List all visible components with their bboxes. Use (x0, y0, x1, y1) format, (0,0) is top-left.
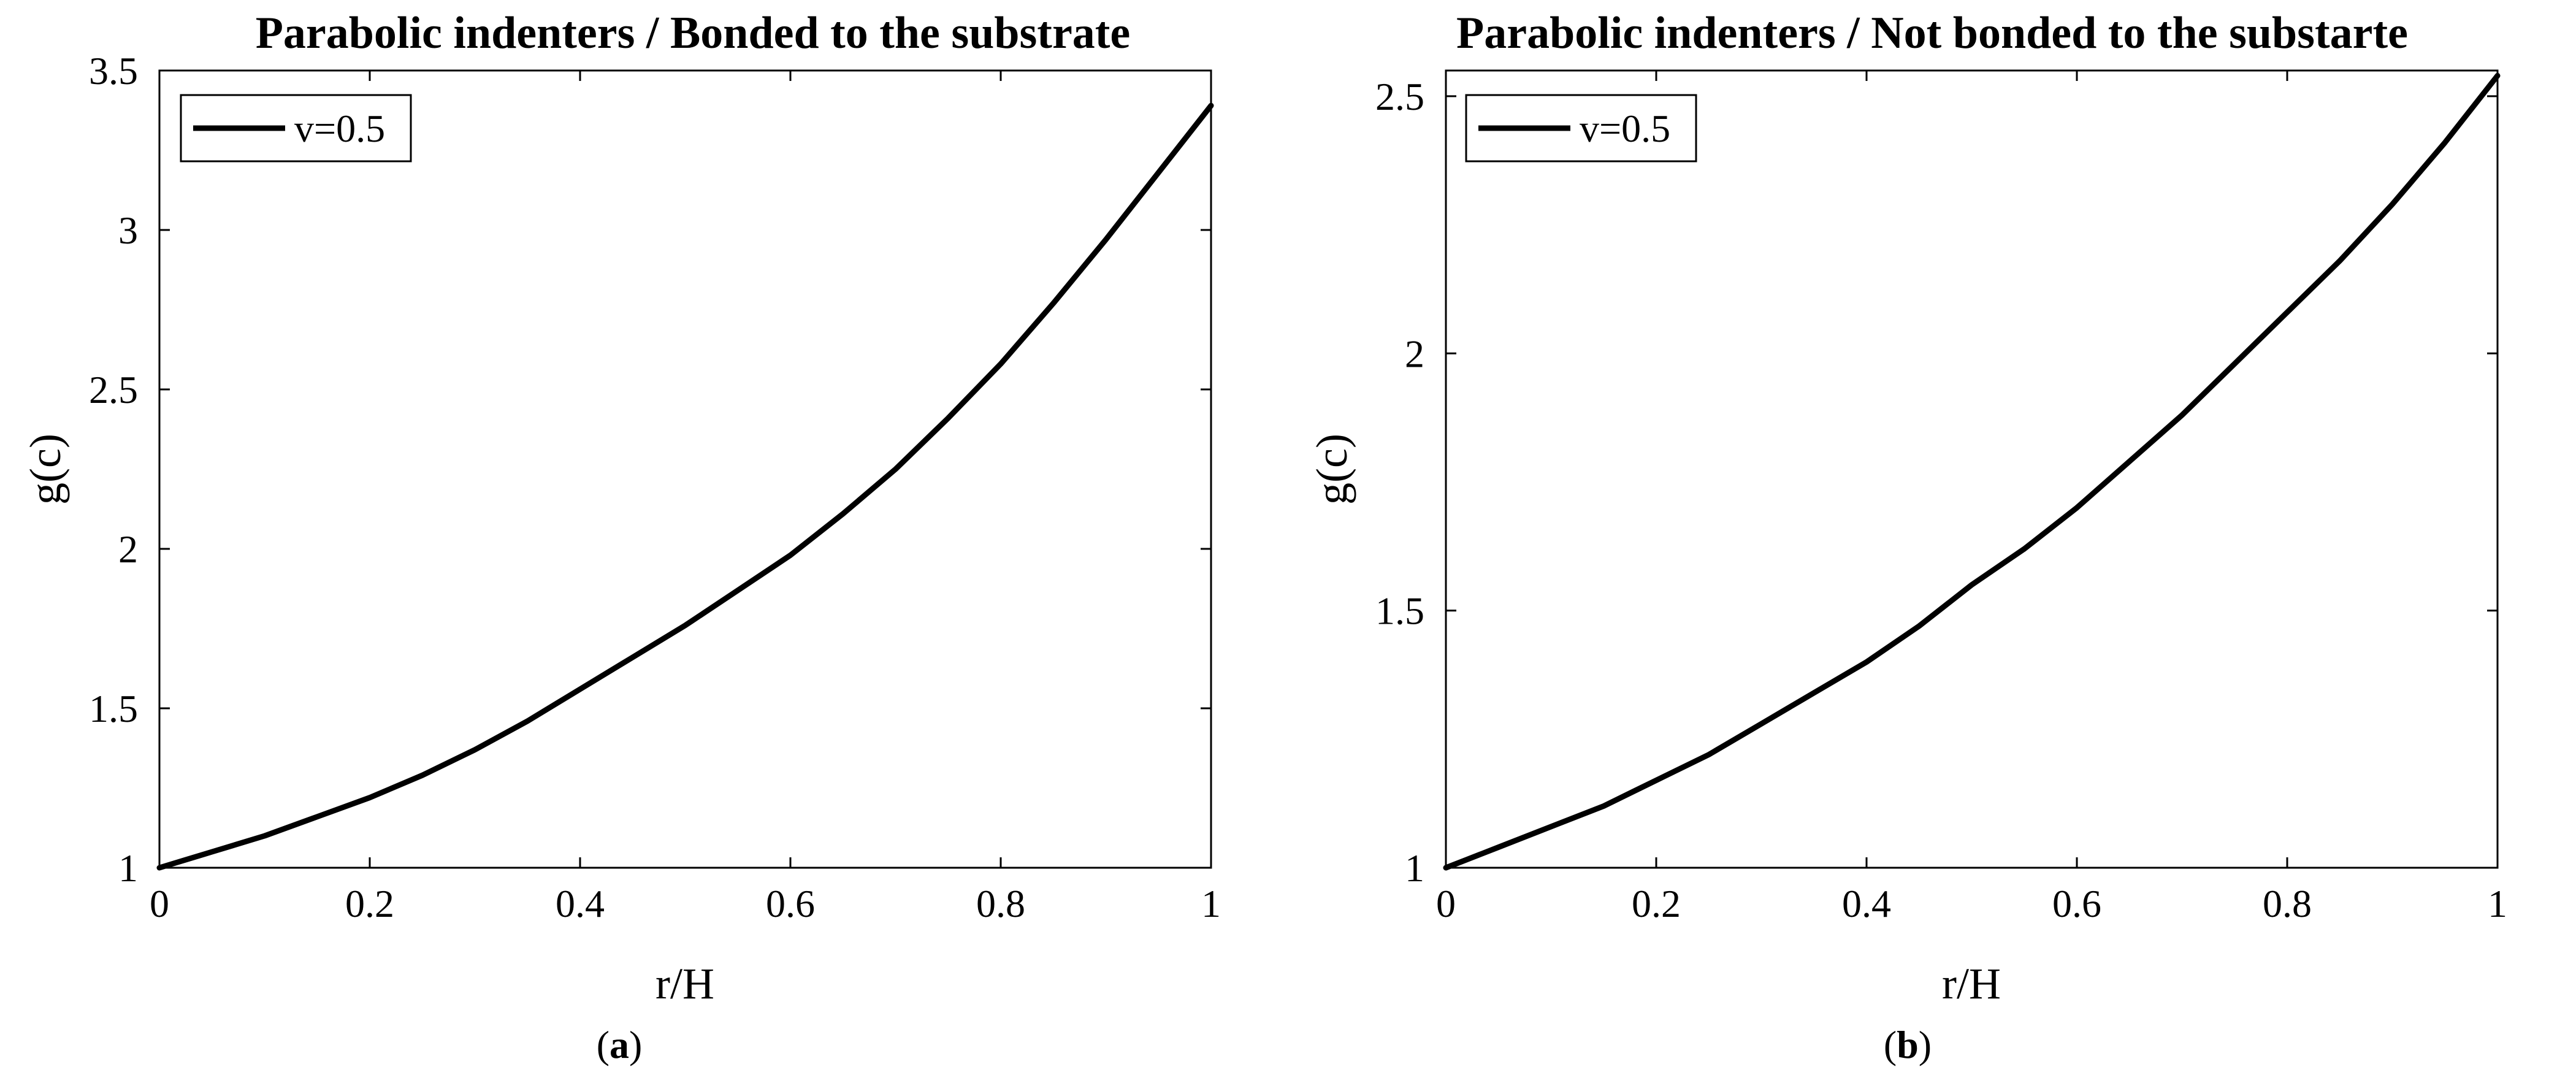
chart-b-axes-box (1445, 69, 2499, 869)
y-tick-label: 3 (118, 209, 138, 252)
chart-panel-b: Parabolic indenters / Not bonded to the … (1288, 0, 2576, 1080)
series-line-a (156, 102, 1214, 871)
x-tick-label: 0.6 (766, 882, 815, 925)
y-tick-label: 1.5 (89, 687, 138, 730)
chart-b-title: Parabolic indenters / Not bonded to the … (1456, 8, 2408, 58)
x-tick-label: 1 (1201, 882, 1221, 925)
x-tick-label: 0.8 (976, 882, 1025, 925)
chart-panel-a: Parabolic indenters / Bonded to the subs… (0, 0, 1288, 1080)
x-tick-label: 0.4 (556, 882, 605, 925)
chart-a-title: Parabolic indenters / Bonded to the subs… (256, 8, 1131, 58)
chart-a-axes-box (158, 69, 1212, 869)
chart-b-x-label: r/H (1942, 959, 2001, 1008)
chart-a-caption: (a) (597, 1023, 643, 1066)
chart-a-y-label: g(c) (21, 434, 70, 505)
y-tick-label: 2.5 (89, 368, 138, 411)
chart-b-y-label: g(c) (1307, 434, 1356, 505)
x-tick-label: 0 (1436, 882, 1456, 925)
chart-b-caption: (b) (1884, 1023, 1932, 1066)
chart-a-legend: v=0.5 (180, 94, 412, 163)
x-tick-label: 0.6 (2052, 882, 2101, 925)
y-tick-label: 1.5 (1375, 589, 1424, 633)
chart-a-y-ticks: 1 1.5 2 2.5 3 3.5 (89, 49, 1211, 890)
x-tick-label: 0.4 (1842, 882, 1891, 925)
chart-a-legend-label: v=0.5 (294, 107, 385, 150)
chart-b-caption-letter: b (1897, 1023, 1919, 1066)
chart-a-caption-letter: a (610, 1023, 629, 1066)
y-tick-label: 1 (118, 846, 138, 890)
chart-a-svg: Parabolic indenters / Bonded to the subs… (21, 8, 1221, 1066)
y-tick-label: 1 (1405, 846, 1424, 890)
chart-b-legend-label: v=0.5 (1580, 107, 1670, 150)
y-tick-label: 3.5 (89, 49, 138, 93)
series-line-b (1443, 72, 2501, 871)
chart-a-x-ticks: 0 0.2 0.4 0.6 0.8 1 (150, 71, 1221, 925)
x-tick-label: 1 (2488, 882, 2507, 925)
x-tick-label: 0.8 (2263, 882, 2312, 925)
x-tick-label: 0 (150, 882, 169, 925)
x-tick-label: 0.2 (345, 882, 394, 925)
chart-b-legend: v=0.5 (1465, 94, 1697, 163)
y-tick-label: 2 (118, 527, 138, 571)
chart-b-svg: Parabolic indenters / Not bonded to the … (1307, 8, 2507, 1066)
y-tick-label: 2.5 (1375, 75, 1424, 118)
chart-b-x-ticks: 0 0.2 0.4 0.6 0.8 1 (1436, 71, 2507, 925)
y-tick-label: 2 (1405, 332, 1424, 375)
chart-b-y-ticks: 1 1.5 2 2.5 (1375, 75, 2498, 890)
chart-a-x-label: r/H (655, 959, 714, 1008)
x-tick-label: 0.2 (1632, 882, 1681, 925)
chart-b-series (1443, 72, 2501, 871)
chart-a-series (156, 102, 1214, 871)
